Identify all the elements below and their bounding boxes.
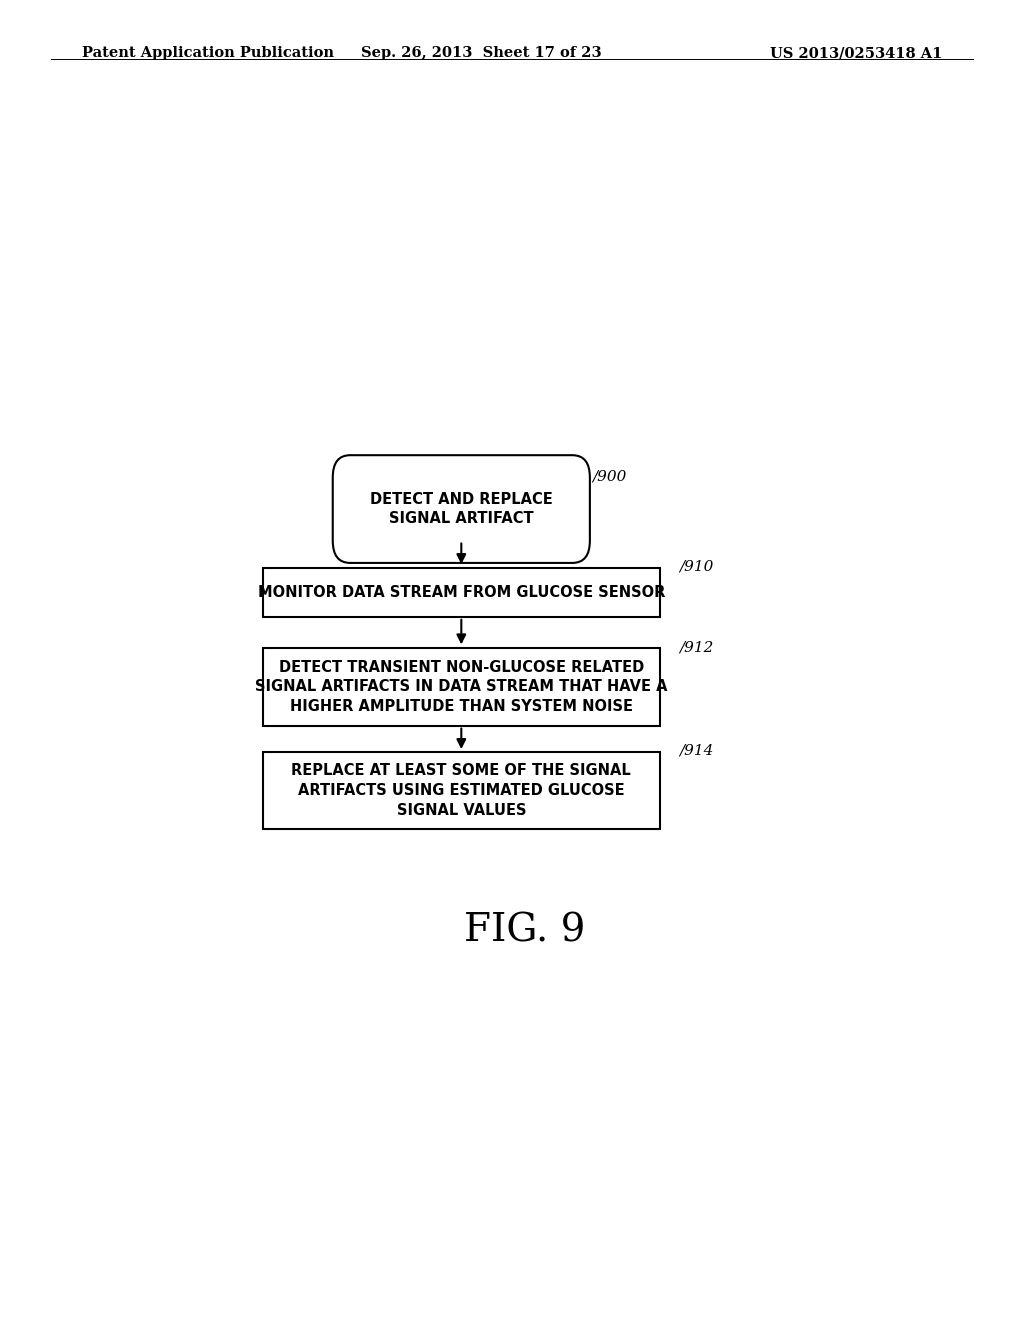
Text: /914: /914: [680, 744, 714, 758]
Text: REPLACE AT LEAST SOME OF THE SIGNAL
ARTIFACTS USING ESTIMATED GLUCOSE
SIGNAL VAL: REPLACE AT LEAST SOME OF THE SIGNAL ARTI…: [292, 763, 631, 818]
Text: /900: /900: [592, 470, 627, 483]
Text: /910: /910: [680, 560, 714, 574]
Text: /912: /912: [680, 640, 714, 655]
Text: DETECT AND REPLACE
SIGNAL ARTIFACT: DETECT AND REPLACE SIGNAL ARTIFACT: [370, 491, 553, 527]
Bar: [263, 752, 659, 829]
Text: MONITOR DATA STREAM FROM GLUCOSE SENSOR: MONITOR DATA STREAM FROM GLUCOSE SENSOR: [258, 585, 665, 599]
Text: Patent Application Publication: Patent Application Publication: [82, 46, 334, 61]
Text: FIG. 9: FIG. 9: [464, 912, 586, 949]
Bar: [263, 568, 659, 616]
FancyBboxPatch shape: [333, 455, 590, 562]
Bar: [263, 648, 659, 726]
Text: DETECT TRANSIENT NON-GLUCOSE RELATED
SIGNAL ARTIFACTS IN DATA STREAM THAT HAVE A: DETECT TRANSIENT NON-GLUCOSE RELATED SIG…: [255, 660, 668, 714]
Text: US 2013/0253418 A1: US 2013/0253418 A1: [770, 46, 942, 61]
Text: Sep. 26, 2013  Sheet 17 of 23: Sep. 26, 2013 Sheet 17 of 23: [361, 46, 601, 61]
